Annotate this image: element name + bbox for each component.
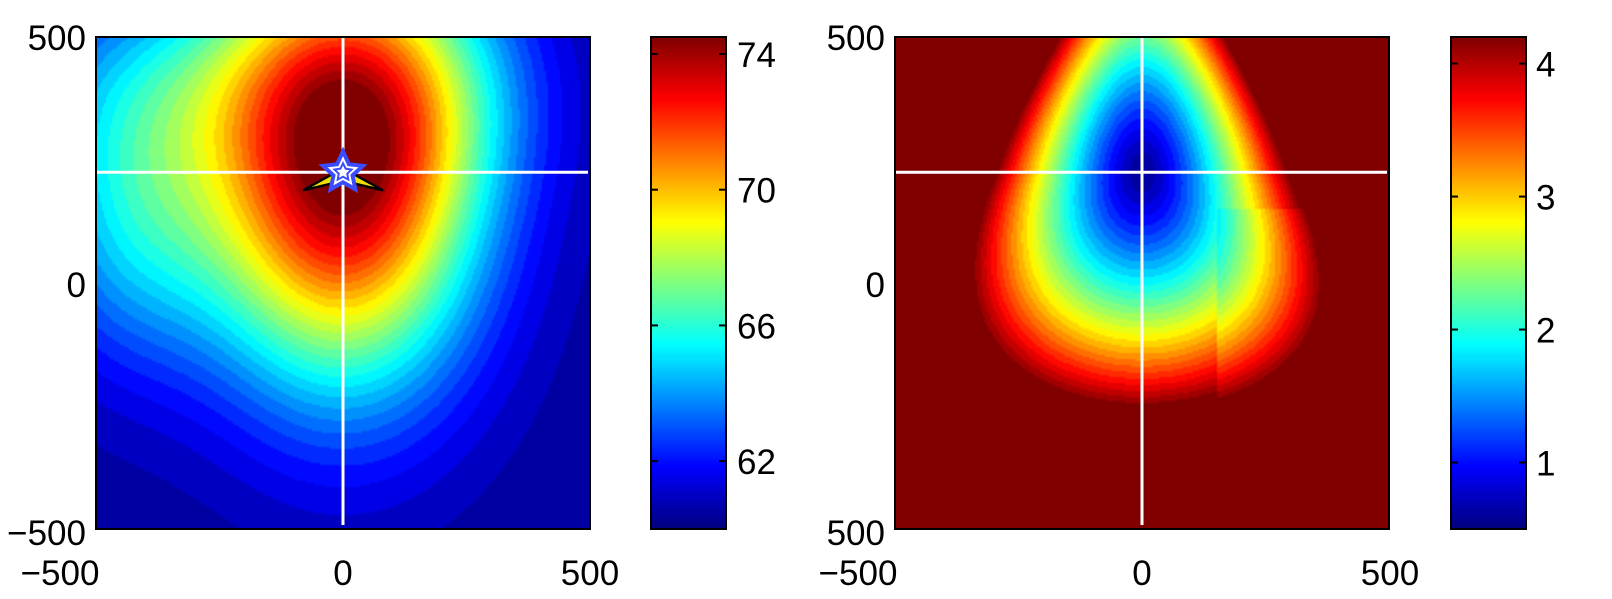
x-tick-label-left-1: −500 — [21, 554, 100, 593]
y-tick-label-mid-2: 0 — [866, 266, 885, 305]
colorbar-tick-label-2: 1 — [1536, 445, 1555, 484]
colorbar-tick-label-1: 62 — [737, 443, 776, 482]
colorbar-tick-label-1: 74 — [737, 36, 776, 75]
x-tick-label-mid-2: 0 — [1132, 554, 1151, 593]
x-tick-label-right-2: 500 — [1361, 554, 1419, 593]
y-tick-label-bottom-2: 500 — [827, 514, 885, 553]
colorbar-tick-label-1: 70 — [737, 172, 776, 211]
x-tick-label-right-1: 500 — [561, 554, 619, 593]
colorbar-frame-2 — [1450, 36, 1527, 530]
colorbar-1: 74 70 66 62 — [650, 36, 776, 530]
plot-frame-1 — [95, 36, 591, 530]
colorbar-ticks-1 — [651, 52, 726, 463]
heatmap-panel-1: 500 0 −500 −500 0 500 — [7, 19, 619, 593]
y-tick-label-top-2: 500 — [827, 19, 885, 58]
colorbar-frame-1 — [650, 36, 727, 530]
star-marker-inner — [332, 161, 354, 182]
colorbar-ticks-2 — [1451, 62, 1526, 464]
colorbar-tick-label-2: 2 — [1536, 312, 1555, 351]
colorbar-image-2 — [1451, 37, 1526, 529]
heatmap-panel-2: 500 0 500 −500 0 500 — [819, 19, 1420, 593]
colorbar-tick-label-1: 66 — [737, 307, 776, 346]
colorbar-tick-label-2: 3 — [1536, 179, 1555, 218]
x-tick-label-left-2: −500 — [819, 554, 898, 593]
y-tick-label-top-1: 500 — [28, 19, 86, 58]
star-marker — [318, 146, 368, 194]
y-tick-label-mid-1: 0 — [67, 266, 86, 305]
marker-group-1 — [302, 146, 384, 194]
colorbar-tick-label-2: 4 — [1536, 46, 1555, 85]
colorbar-image-1 — [651, 37, 726, 529]
plot-frame-2 — [894, 36, 1390, 530]
y-tick-label-bottom-1: −500 — [7, 514, 86, 553]
x-tick-label-mid-1: 0 — [333, 554, 352, 593]
colorbar-2: 4 3 2 1 — [1450, 36, 1555, 530]
